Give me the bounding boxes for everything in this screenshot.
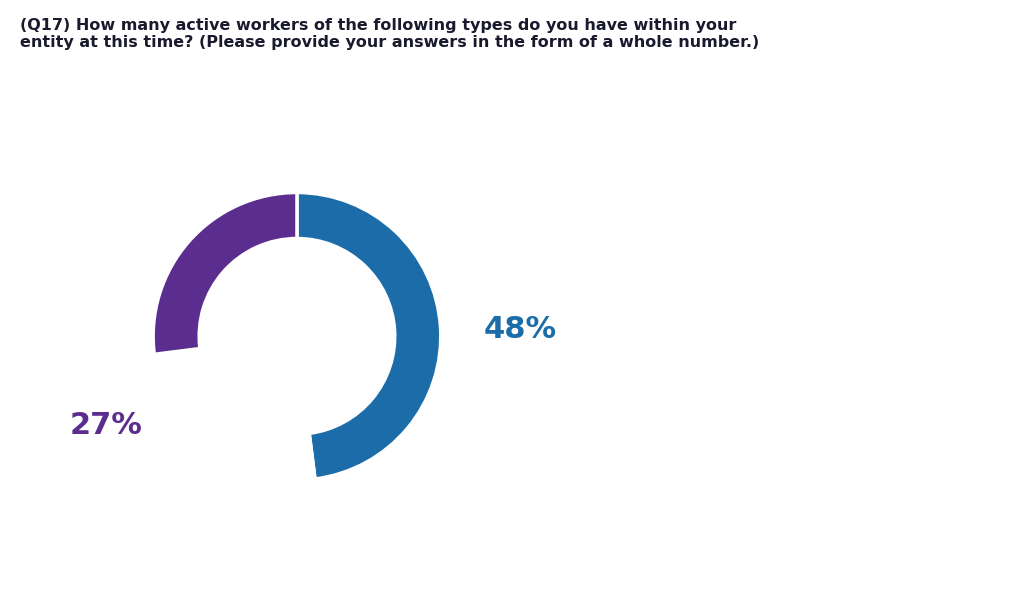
Text: (Q17) How many active workers of the following types do you have within your
ent: (Q17) How many active workers of the fol… bbox=[20, 18, 760, 50]
Wedge shape bbox=[297, 192, 440, 479]
Wedge shape bbox=[155, 349, 315, 480]
Wedge shape bbox=[154, 192, 297, 355]
Text: 48%: 48% bbox=[484, 314, 557, 343]
Text: 27%: 27% bbox=[70, 411, 142, 440]
